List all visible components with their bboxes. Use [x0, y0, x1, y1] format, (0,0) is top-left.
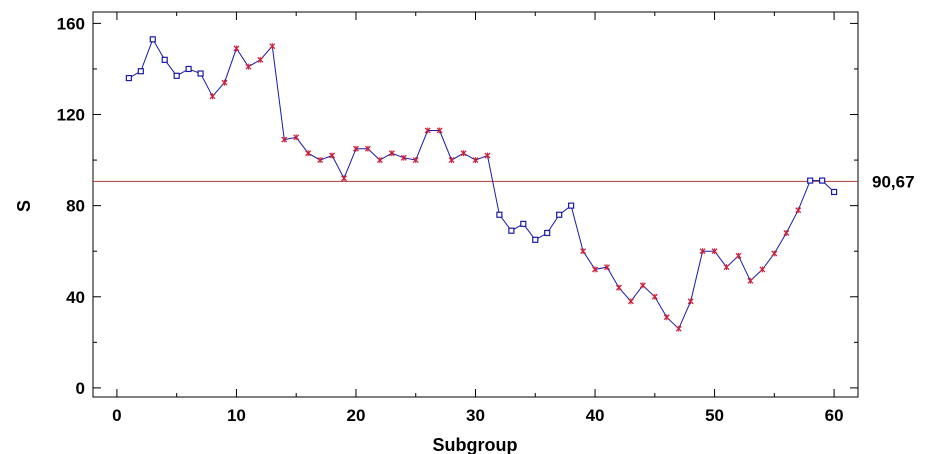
data-point-flagged: [233, 45, 240, 52]
data-point-flagged: [472, 157, 479, 164]
data-point-flagged: [711, 248, 718, 255]
data-point-flagged: [317, 157, 324, 164]
data-point-flagged: [364, 145, 371, 152]
data-point-flagged: [424, 127, 431, 134]
data-point-flagged: [257, 56, 264, 63]
data-point-flagged: [484, 152, 491, 159]
data-point-flagged: [699, 248, 706, 255]
data-point-flagged: [615, 284, 622, 291]
plot-frame: [92, 11, 859, 398]
y-tick-label: 40: [66, 288, 85, 307]
data-point-flagged: [639, 282, 646, 289]
data-point-flagged: [675, 325, 682, 332]
data-point: [520, 220, 527, 227]
data-point-flagged: [293, 134, 300, 141]
data-point: [197, 70, 204, 77]
data-point: [185, 65, 192, 73]
data-point: [568, 202, 575, 209]
data-point-flagged: [341, 175, 347, 182]
data-point-flagged: [723, 264, 730, 271]
data-point: [544, 229, 551, 237]
y-tick-label: 160: [57, 14, 85, 33]
data-point-flagged: [759, 266, 766, 273]
data-point-flagged: [460, 150, 467, 157]
tick-labels: 0 10 20 30 40 50 60 0 40 80 120 160: [57, 14, 844, 425]
data-point-flagged: [436, 127, 443, 134]
axis-ticks: [93, 12, 858, 397]
data-point-flagged: [592, 266, 598, 273]
data-point-flagged: [783, 229, 790, 236]
data-point-flagged: [627, 298, 634, 305]
data-point: [508, 227, 515, 234]
data-point: [496, 211, 503, 218]
data-point-flagged: [735, 252, 742, 259]
data-point-flagged: [245, 63, 252, 70]
data-point-flagged: [651, 293, 658, 300]
data-point-flagged: [388, 150, 395, 157]
data-point: [149, 36, 156, 43]
data-point: [830, 188, 838, 196]
data-point-flagged: [221, 79, 228, 86]
x-tick-label: 30: [466, 406, 485, 425]
y-tick-label: 120: [57, 106, 85, 125]
data-point-flagged: [747, 277, 754, 284]
data-point-flagged: [329, 152, 336, 159]
data-point: [532, 236, 539, 243]
x-tick-label: 40: [586, 406, 605, 425]
data-points: [125, 36, 838, 332]
x-tick-label: 0: [112, 406, 121, 425]
data-point: [173, 72, 180, 79]
data-point-flagged: [795, 207, 802, 214]
data-point-flagged: [281, 136, 288, 143]
x-tick-label: 20: [347, 406, 366, 425]
data-point-flagged: [687, 298, 694, 305]
data-point-flagged: [269, 43, 276, 50]
x-tick-label: 50: [705, 406, 724, 425]
x-axis-title: Subgroup: [433, 435, 518, 454]
data-point-flagged: [209, 93, 216, 100]
y-tick-label: 0: [76, 379, 85, 398]
data-point: [819, 177, 826, 184]
x-tick-label: 60: [825, 406, 844, 425]
data-point-flagged: [448, 157, 455, 164]
data-point-flagged: [771, 250, 778, 257]
data-point-flagged: [663, 314, 670, 321]
data-point: [161, 56, 168, 63]
data-point-flagged: [353, 145, 359, 152]
data-point-flagged: [376, 157, 383, 164]
data-point: [556, 211, 563, 218]
data-point-flagged: [580, 248, 587, 255]
y-axis-title: S: [14, 200, 34, 212]
center-line-label: 90,67: [872, 172, 915, 191]
y-tick-label: 80: [66, 197, 85, 216]
data-point-flagged: [604, 264, 610, 271]
data-point: [137, 68, 144, 75]
x-tick-label: 10: [227, 406, 246, 425]
data-point-flagged: [305, 150, 312, 157]
data-point-flagged: [400, 154, 407, 161]
data-point: [807, 177, 814, 184]
data-point: [125, 74, 132, 82]
data-point-flagged: [412, 157, 419, 164]
